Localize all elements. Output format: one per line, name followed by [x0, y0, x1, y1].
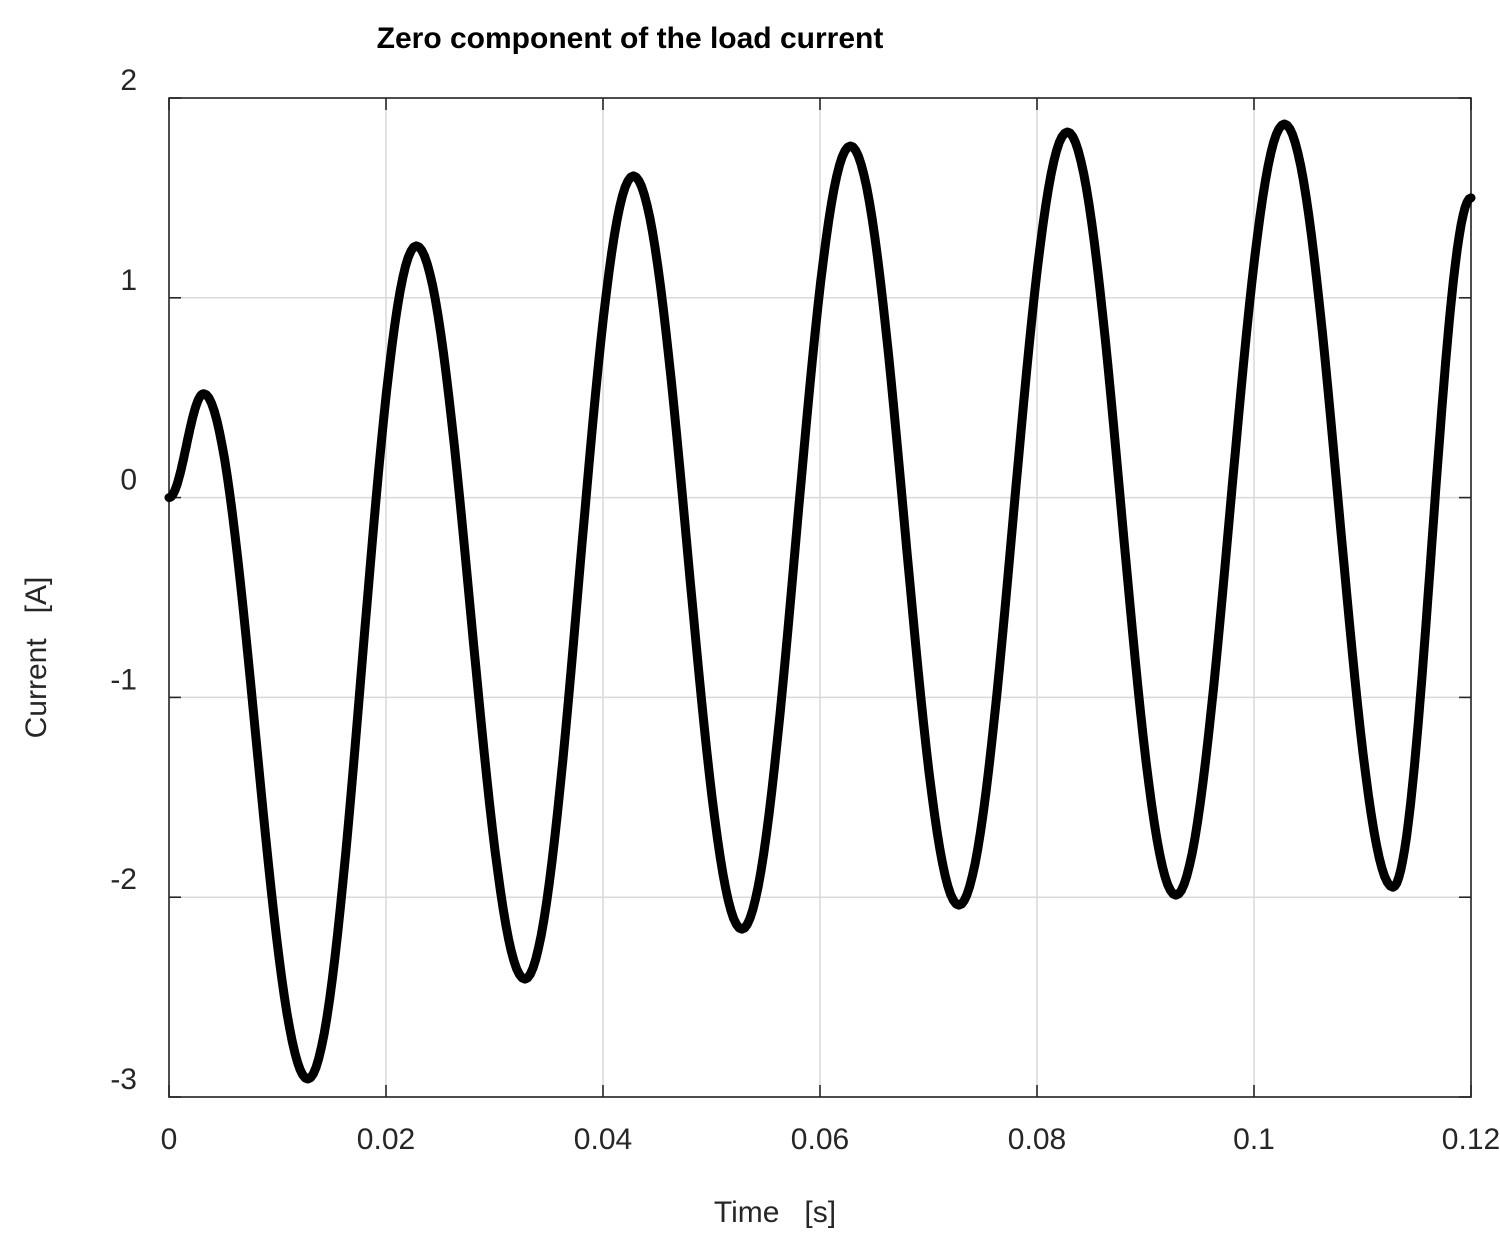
- x-tick-label: 0.08: [1008, 1123, 1066, 1156]
- series-layer: [164, 119, 1476, 1084]
- y-tick-label: 2: [120, 64, 137, 97]
- x-tick-label: 0.04: [574, 1123, 632, 1156]
- y-tick-label: -3: [110, 1063, 137, 1096]
- y-tick-label: -1: [110, 663, 137, 696]
- series-line: [164, 119, 1476, 1084]
- ticks: 0 0.02 0.04 0.06 0.08 0.1 0.12 -3 -2 -1 0 1 2: [110, 64, 1500, 1156]
- x-tick-label: 0.02: [357, 1123, 415, 1156]
- chart-title: Zero component of the load current: [377, 22, 884, 55]
- y-tick-label: 1: [120, 264, 137, 297]
- y-tick-label: -2: [110, 863, 137, 896]
- x-tick-label: 0: [161, 1123, 178, 1156]
- y-tick-label: 0: [120, 464, 137, 497]
- x-tick-label: 0.12: [1442, 1123, 1500, 1156]
- x-axis-label: Time [s]: [714, 1196, 836, 1229]
- y-axis-label: Current [A]: [20, 577, 53, 739]
- x-tick-label: 0.1: [1233, 1123, 1275, 1156]
- x-tick-label: 0.06: [791, 1123, 849, 1156]
